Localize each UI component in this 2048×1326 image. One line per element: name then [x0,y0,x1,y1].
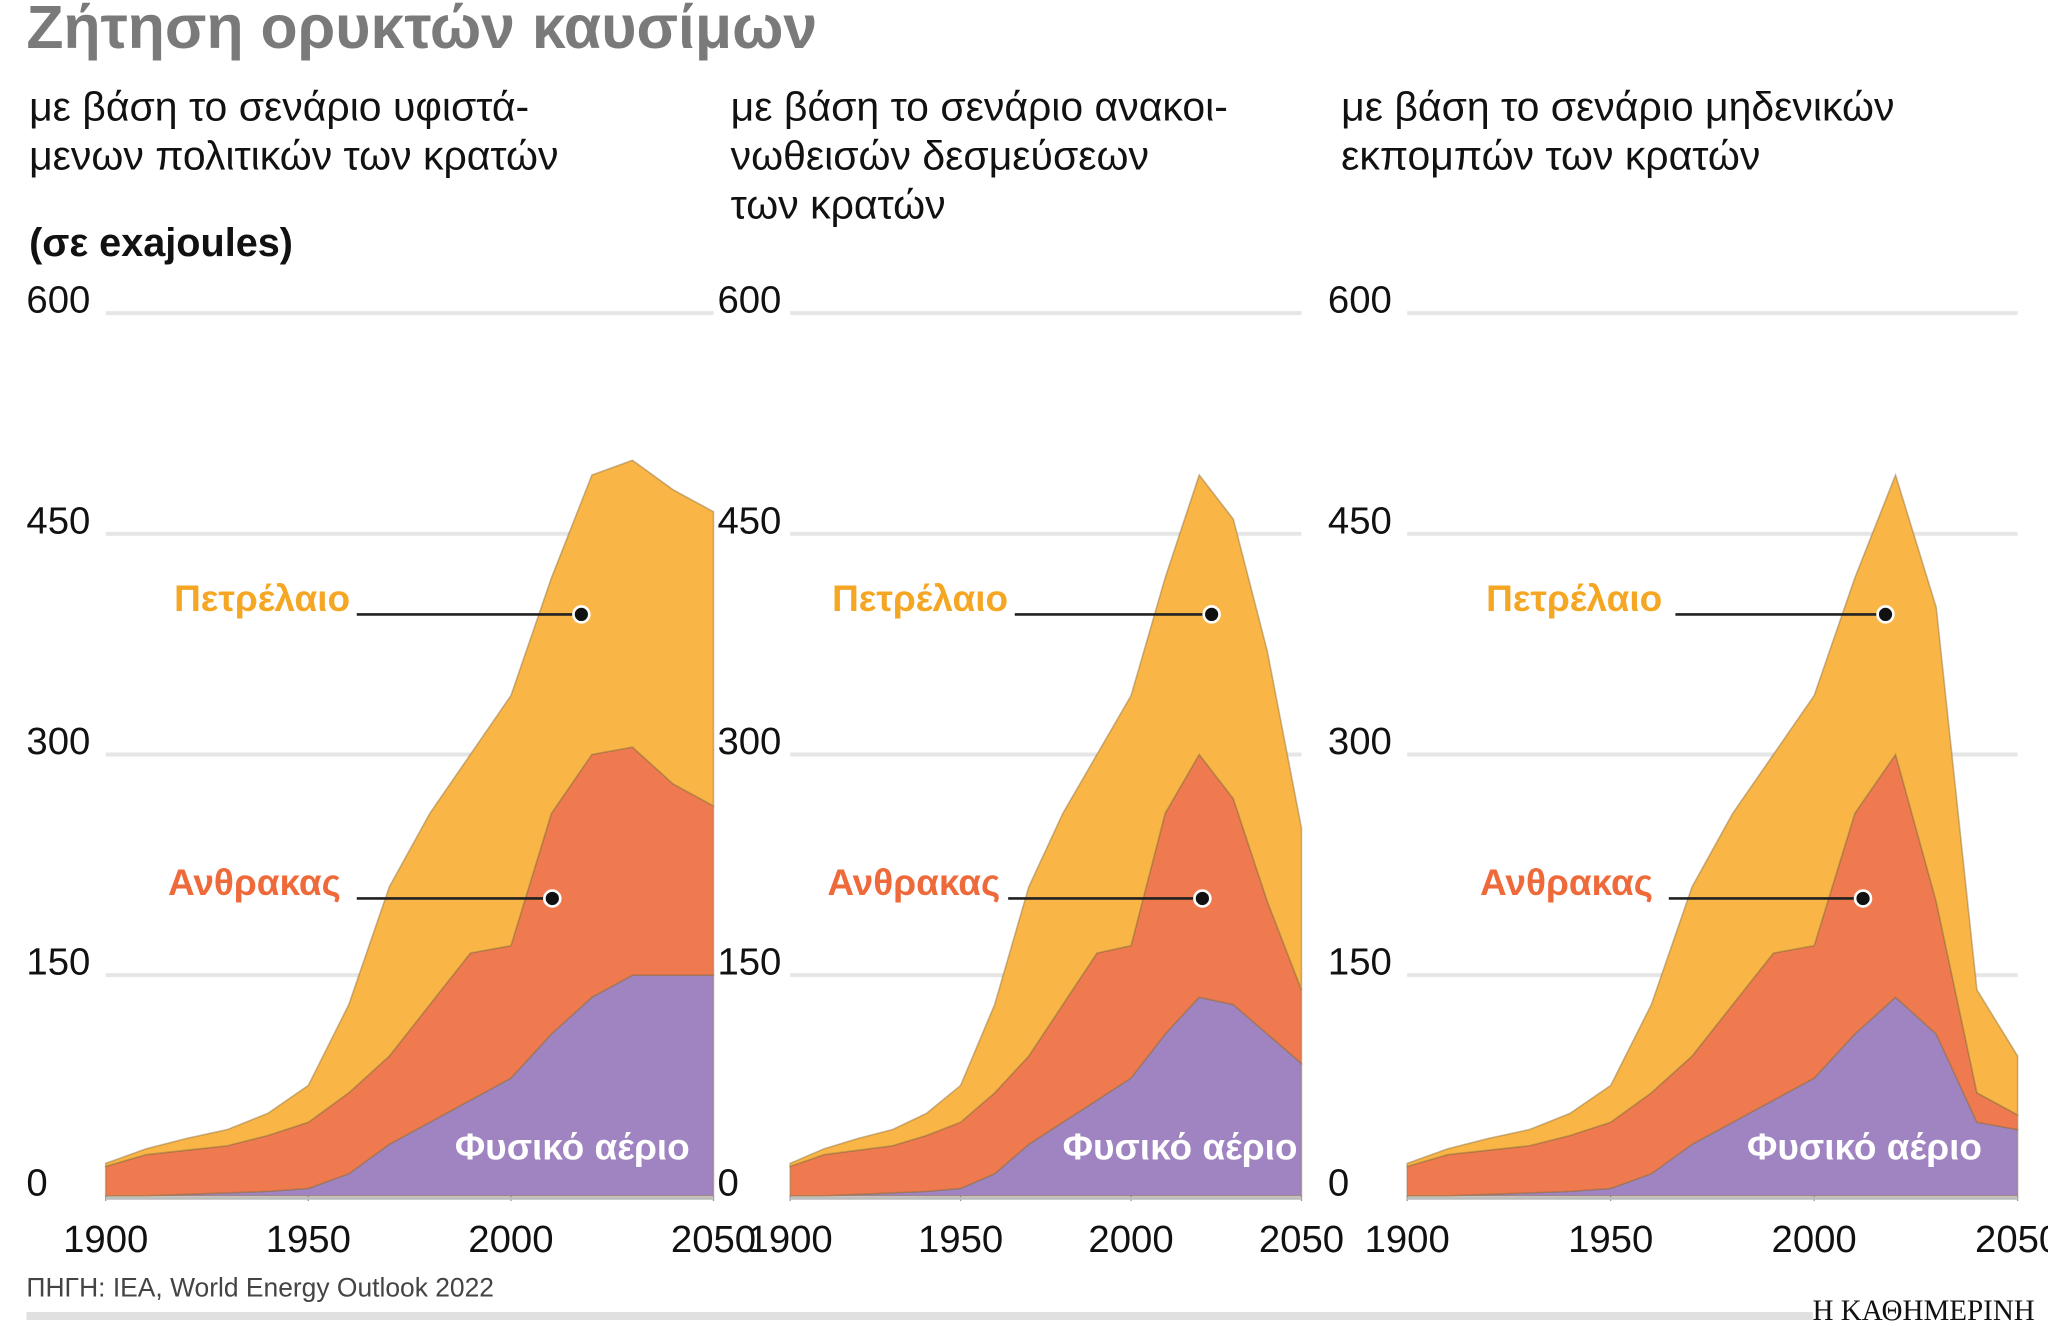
series-label: Πετρέλαιο [832,578,1008,619]
series-label: Φυσικό αέριο [1063,1126,1298,1167]
series-label: Ανθρακας [1480,862,1653,903]
x-tick-label: 2000 [468,1218,553,1261]
series-label: Ανθρακας [827,862,1000,903]
leader-dot [1853,889,1873,908]
x-tick-label: 1900 [748,1218,833,1261]
x-tick-label: 1900 [1365,1218,1450,1261]
subtitle: μενων πολιτικών των κρατών [29,132,558,178]
area [1406,472,2019,1168]
x-tick-label: 2000 [1772,1218,1857,1261]
area [789,473,1303,1168]
y-axis-label: (σε exajoules) [29,221,293,265]
leader-dot [1202,605,1221,624]
x-tick-label: 1950 [266,1218,351,1261]
chart-root: Ζήτηση ορυκτών καυσίμων ΠΗΓΗ: IEA, World… [26,0,2048,1326]
x-tick-label: 2050 [671,1218,756,1261]
series-label: Φυσικό αέριο [455,1126,690,1167]
leader-dot [1193,889,1212,908]
y-tick-label: 450 [1328,499,1392,542]
x-tick-label: 1900 [63,1218,148,1261]
series-label: Πετρέλαιο [1486,578,1662,619]
y-tick-label: 150 [1328,941,1392,984]
source: ΠΗΓΗ: IEA, World Energy Outlook 2022 [26,1273,494,1303]
y-tick-label: 150 [717,941,781,984]
y-tick-label: 300 [717,720,781,763]
series-label: Πετρέλαιο [174,578,350,619]
subtitle: με βάση το σενάριο ανακοι- [731,83,1228,129]
y-tick-label: 300 [1328,720,1392,763]
y-tick-label: 450 [717,499,781,542]
subtitle: με βάση το σενάριο μηδενικών [1341,83,1894,129]
x-tick-label: 2050 [1259,1218,1344,1261]
brand: Η ΚΑΘΗΜΕΡΙΝΗ [1812,1295,2034,1326]
area [104,459,715,1168]
leader-dot [543,889,562,908]
y-tick-label: 600 [26,279,90,322]
x-tick-label: 1950 [1568,1218,1653,1261]
y-tick-label: 300 [26,720,90,763]
y-tick-label: 150 [26,941,90,984]
y-tick-label: 600 [717,279,781,322]
footer-bar [26,1312,1813,1320]
leader-dot [1876,605,1895,624]
subtitle: με βάση το σενάριο υφιστά- [29,83,529,129]
subtitle: των κρατών [731,181,946,227]
x-tick-label: 2000 [1088,1218,1173,1261]
x-tick-label: 1950 [918,1218,1003,1261]
y-tick-label: 450 [26,499,90,542]
y-tick-label: 0 [717,1161,738,1204]
series-label: Ανθρακας [168,862,341,903]
y-tick-label: 0 [26,1161,47,1204]
series-label: Φυσικό αέριο [1747,1126,1982,1167]
x-tick-label: 2050 [1975,1218,2048,1261]
chart-title: Ζήτηση ορυκτών καυσίμων [26,0,817,61]
leader-dot [572,605,591,624]
subtitle: νωθεισών δεσμεύσεων [731,132,1149,178]
y-tick-label: 600 [1328,279,1392,322]
subtitle: εκπομπών των κρατών [1341,132,1760,178]
y-tick-label: 0 [1328,1161,1349,1204]
